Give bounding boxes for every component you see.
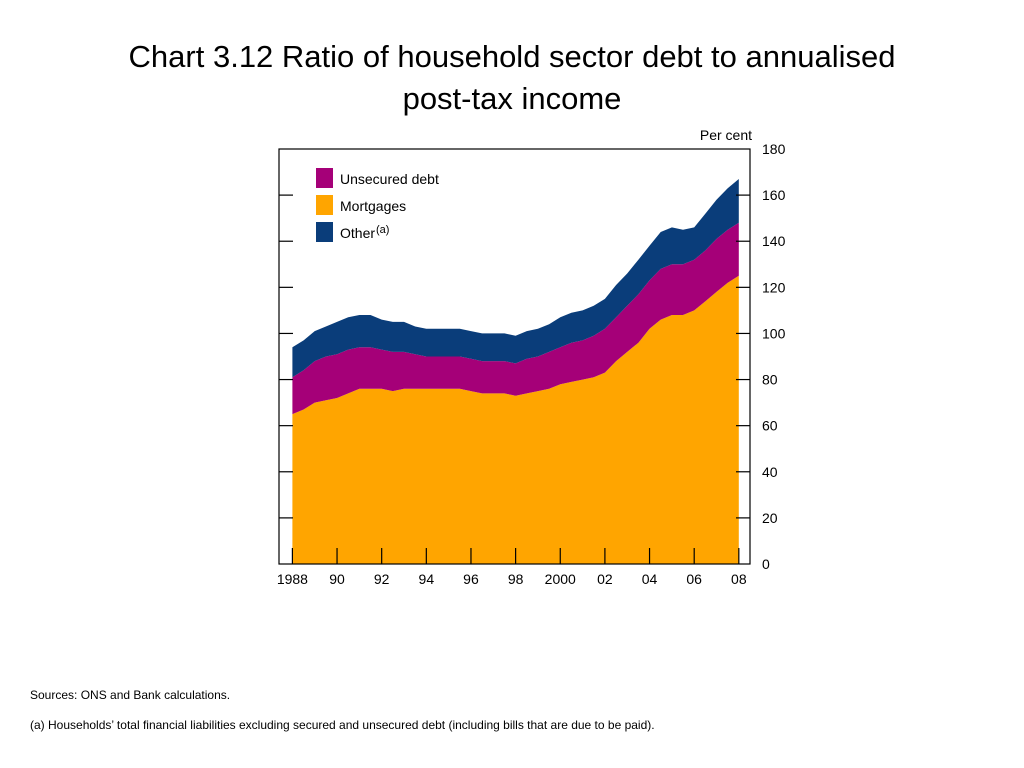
- y-tick-label: 120: [762, 279, 786, 295]
- title-line-2: post-tax income: [402, 81, 622, 116]
- legend-superscript: (a): [376, 224, 389, 236]
- area-other: [292, 179, 739, 378]
- y-tick-label: 180: [762, 141, 786, 157]
- footnote-a: (a) Households’ total financial liabilit…: [30, 718, 655, 732]
- x-tick-label: 06: [686, 571, 702, 587]
- x-tick-label: 98: [508, 571, 524, 587]
- x-tick-label: 02: [597, 571, 613, 587]
- x-tick-label: 08: [731, 571, 747, 587]
- y-tick-label: 60: [762, 418, 778, 434]
- area-series-group: [292, 179, 739, 564]
- x-tick-label: 96: [463, 571, 479, 587]
- sources-note: Sources: ONS and Bank calculations.: [30, 688, 231, 702]
- x-tick-label: 2000: [545, 571, 576, 587]
- notes: Sources: ONS and Bank calculations. (a) …: [30, 688, 655, 748]
- legend: Unsecured debt Mortgages Other(a): [316, 168, 439, 242]
- legend-swatch: [316, 168, 333, 188]
- y-tick-label: 100: [762, 325, 786, 341]
- x-tick-label: 90: [329, 571, 345, 587]
- legend-swatch: [316, 195, 333, 215]
- area-mortgages: [292, 275, 739, 564]
- x-tick-label: 92: [374, 571, 390, 587]
- x-tick-label: 1988: [277, 571, 308, 587]
- chart-title: Chart 3.12 Ratio of household sector deb…: [0, 36, 1024, 120]
- y-axis-label: Per cent: [700, 127, 752, 143]
- y-tick-label: 20: [762, 510, 778, 526]
- legend-label: Mortgages: [340, 198, 406, 214]
- y-tick-label: 40: [762, 464, 778, 480]
- y-tick-label: 140: [762, 233, 786, 249]
- x-tick-label: 04: [642, 571, 658, 587]
- plot-frame: [278, 148, 751, 565]
- area-unsecured-debt: [292, 222, 739, 415]
- title-line-1: Chart 3.12 Ratio of household sector deb…: [128, 39, 896, 74]
- legend-swatch: [316, 222, 333, 242]
- x-tick-label: 94: [419, 571, 435, 587]
- y-tick-label: 80: [762, 372, 778, 388]
- legend-label: Unsecured debt: [340, 171, 439, 187]
- y-tick-label: 0: [762, 556, 770, 572]
- y-tick-label: 160: [762, 187, 786, 203]
- legend-label: Other(a): [340, 224, 389, 241]
